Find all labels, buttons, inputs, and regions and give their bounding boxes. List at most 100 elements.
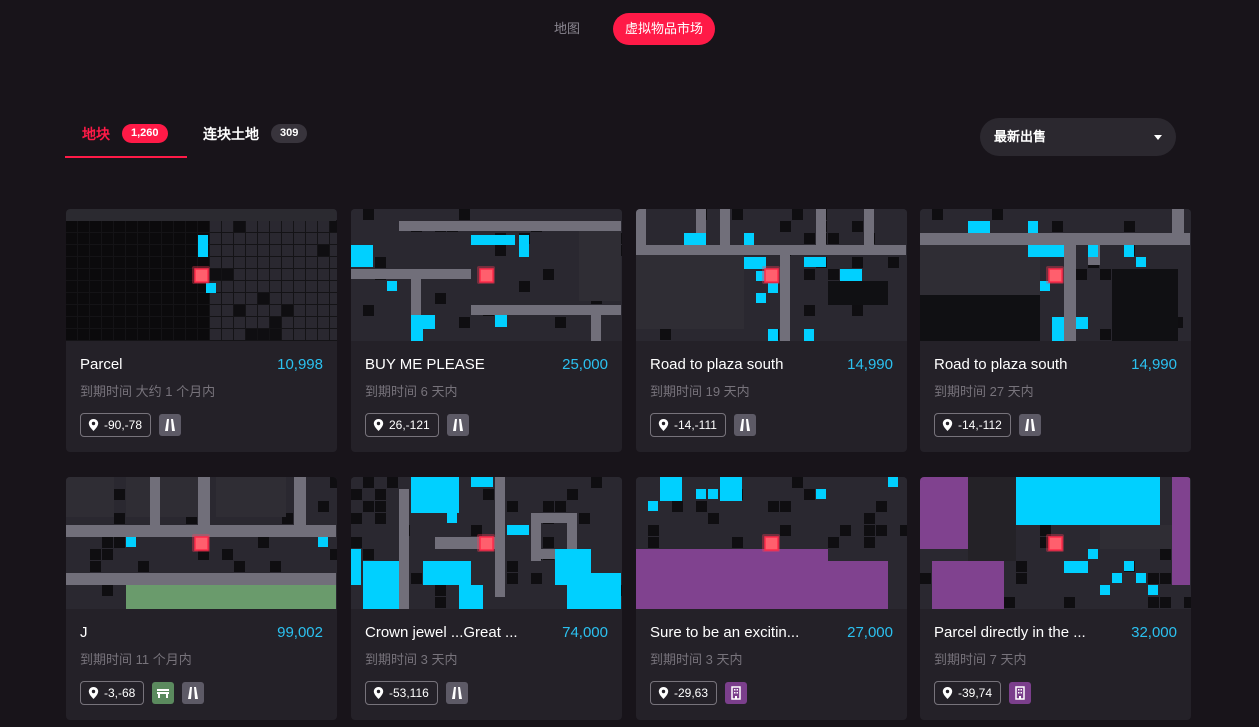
map-owned-parcel [206, 283, 216, 293]
map-estate [126, 477, 198, 517]
map-owned-parcel [459, 585, 483, 609]
map-owned-parcel [519, 235, 529, 257]
road-icon [733, 414, 756, 436]
tab-estates[interactable]: 连块土地 309 [203, 120, 308, 158]
parcel-card[interactable]: J 99,002 到期时间 11 个月内 -3,-68 [66, 477, 337, 720]
map-pin-icon [658, 419, 669, 431]
map-road [636, 209, 646, 245]
selected-parcel [479, 536, 494, 551]
parcel-card[interactable]: BUY ME PLEASE 25,000 到期时间 6 天内 26,-121 [351, 209, 622, 452]
map-road [864, 209, 874, 245]
parcel-map-thumbnail [920, 477, 1191, 609]
coordinates-text: 26,-121 [389, 418, 430, 432]
parcel-name: BUY ME PLEASE [365, 356, 485, 373]
map-owned-parcel [507, 525, 529, 535]
map-owned-parcel [720, 477, 742, 501]
map-owned-parcel [447, 513, 457, 523]
map-road [495, 477, 505, 597]
coordinates-text: -3,-68 [104, 686, 136, 700]
plaza-building-icon [725, 682, 748, 704]
map-estate [1100, 525, 1172, 549]
parcel-price: 25,000 [562, 356, 608, 373]
parcel-price: 32,000 [1131, 624, 1177, 641]
parcel-map-thumbnail [66, 477, 337, 609]
tab-parcels[interactable]: 地块 1,260 [65, 120, 187, 158]
map-owned-parcel [411, 477, 459, 513]
map-road [198, 477, 210, 537]
road-icon [159, 414, 182, 436]
parcel-meta: -53,116 [365, 681, 468, 705]
map-owned-parcel [1112, 573, 1122, 583]
map-plaza [636, 549, 828, 609]
parcel-price: 10,998 [277, 356, 323, 373]
parcel-price: 99,002 [277, 624, 323, 641]
sort-dropdown[interactable]: 最新出售 [980, 118, 1176, 156]
parcel-name: J [80, 624, 88, 641]
map-owned-parcel [1064, 561, 1088, 573]
map-owned-parcel [840, 269, 862, 281]
map-owned-parcel [387, 281, 397, 291]
nav-market-link[interactable]: 虚拟物品市场 [613, 13, 715, 45]
map-estate [1112, 269, 1178, 341]
parcel-meta: 26,-121 [365, 413, 469, 437]
map-road [816, 209, 826, 245]
tab-estates-label: 连块土地 [203, 126, 259, 142]
parcel-map-thumbnail [920, 209, 1191, 341]
parcel-card[interactable]: Road to plaza south 14,990 到期时间 27 天内 -14,-… [920, 209, 1191, 452]
map-road [531, 549, 577, 559]
selected-parcel [764, 536, 779, 551]
map-owned-parcel [198, 235, 208, 257]
map-owned-parcel [1124, 245, 1134, 257]
map-owned-parcel [768, 283, 778, 293]
map-estate [66, 477, 114, 517]
park-bench-icon [152, 682, 175, 704]
selected-parcel [1048, 268, 1063, 283]
map-owned-parcel [968, 221, 990, 233]
map-road [471, 305, 621, 315]
tab-parcels-count: 1,260 [122, 124, 168, 143]
parcel-map-thumbnail [636, 477, 907, 609]
map-road [567, 513, 577, 561]
parcel-map-thumbnail [66, 209, 337, 341]
parcel-meta: -29,63 [650, 681, 748, 705]
parcel-meta: -14,-112 [934, 413, 1041, 437]
parcel-name: Parcel [80, 356, 123, 373]
selected-parcel [479, 268, 494, 283]
parcel-card[interactable]: Crown jewel ...Great ... 74,000 到期时间 3 天内 -… [351, 477, 622, 720]
coordinates-badge: -3,-68 [80, 681, 145, 705]
map-owned-parcel [708, 489, 718, 499]
parcel-expiry: 到期时间 3 天内 [365, 652, 458, 667]
map-owned-parcel [1040, 281, 1050, 291]
parcel-card[interactable]: Parcel directly in the ... 32,000 到期时间 7 天… [920, 477, 1191, 720]
parcel-name: Sure to be an excitin... [650, 624, 800, 641]
map-owned-parcel [471, 477, 493, 487]
map-owned-parcel [471, 235, 515, 245]
parcel-map-thumbnail [351, 477, 622, 609]
map-road [531, 513, 577, 523]
nav-map-link[interactable]: 地图 [553, 21, 580, 36]
parcel-expiry: 到期时间 6 天内 [365, 384, 458, 399]
coordinates-badge: -39,74 [934, 681, 1002, 705]
parcel-card[interactable]: Parcel 10,998 到期时间 大约 1 个月内 -90,-78 [66, 209, 337, 452]
top-navigation: 地图 虚拟物品市场 [0, 13, 1259, 45]
map-pin-icon [88, 419, 99, 431]
map-owned-parcel [744, 233, 754, 245]
map-pin-icon [88, 687, 99, 699]
map-plaza [920, 477, 968, 549]
map-road [1172, 209, 1184, 233]
map-owned-parcel [1088, 245, 1098, 257]
map-pin-icon [658, 687, 669, 699]
road-icon [445, 682, 468, 704]
parcel-meta: -39,74 [934, 681, 1032, 705]
selected-parcel [194, 536, 209, 551]
road-icon [446, 414, 469, 436]
parcel-card[interactable]: Road to plaza south 14,990 到期时间 19 天内 -14,-… [636, 209, 907, 452]
map-owned-parcel [768, 329, 778, 341]
map-road [920, 233, 1190, 245]
map-owned-parcel [363, 561, 399, 609]
road-icon [1018, 414, 1041, 436]
map-owned-parcel [1028, 245, 1064, 257]
map-owned-parcel [756, 293, 766, 303]
parcel-card[interactable]: Sure to be an excitin... 27,000 到期时间 3 天内 -… [636, 477, 907, 720]
coordinates-badge: -14,-111 [650, 413, 726, 437]
